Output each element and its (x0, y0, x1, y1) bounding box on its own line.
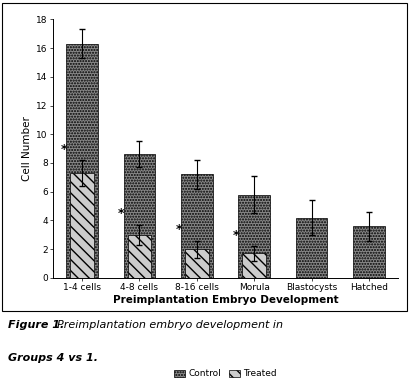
Text: *: * (61, 143, 67, 156)
X-axis label: Preimplantation Embryo Development: Preimplantation Embryo Development (112, 295, 337, 305)
Text: Preimplantation embryo development in: Preimplantation embryo development in (57, 320, 283, 330)
Bar (180, 174, 212, 278)
Bar (238, 195, 269, 278)
Y-axis label: Cell Number: Cell Number (22, 116, 32, 181)
Legend: Control, Treated: Control, Treated (170, 366, 280, 382)
Text: *: * (232, 229, 239, 242)
Text: *: * (175, 223, 182, 236)
Bar (184, 249, 208, 278)
Bar (352, 226, 384, 278)
Bar (127, 235, 151, 278)
Bar (295, 218, 326, 278)
Bar (124, 154, 155, 278)
Bar (66, 44, 97, 278)
Text: *: * (118, 207, 124, 220)
Bar (70, 173, 94, 278)
Bar (242, 254, 265, 278)
Text: Groups 4 vs 1.: Groups 4 vs 1. (8, 353, 98, 363)
Text: Figure 1.: Figure 1. (8, 320, 64, 330)
